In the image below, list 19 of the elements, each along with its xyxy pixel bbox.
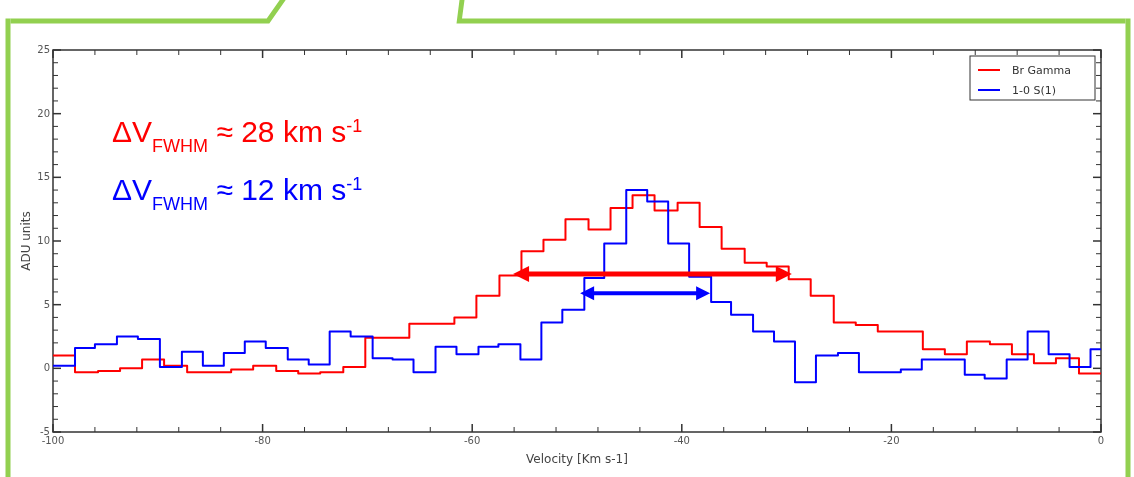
y-axis-title: ADU units	[19, 211, 33, 271]
y-tick-label: -5	[40, 426, 50, 437]
annotation: ΔV$_{FWHM}$ ≈ 28 km s$^{-1}$	[112, 115, 363, 156]
x-tick-label: -80	[254, 435, 271, 446]
legend-label: Br Gamma	[1012, 64, 1072, 77]
y-tick-label: 20	[37, 107, 50, 119]
y-tick-label: 25	[37, 44, 50, 55]
x-tick-label: 0	[1097, 435, 1105, 446]
x-tick-label: -40	[673, 435, 690, 446]
y-tick-label: 0	[43, 362, 50, 374]
y-tick-label: 10	[37, 235, 50, 246]
y-tick-label: 15	[37, 171, 50, 183]
annotation: ΔV$_{FWHM}$ ≈ 12 km s$^{-1}$	[112, 173, 363, 214]
x-tick-label: -100	[41, 435, 65, 446]
x-tick-label: -60	[464, 435, 481, 446]
legend-label: 1-0 S(1)	[1012, 84, 1057, 97]
x-axis-title: Velocity [Km s-1]	[526, 452, 628, 466]
x-tick-label: -20	[883, 435, 900, 446]
y-tick-label: 5	[43, 298, 50, 310]
